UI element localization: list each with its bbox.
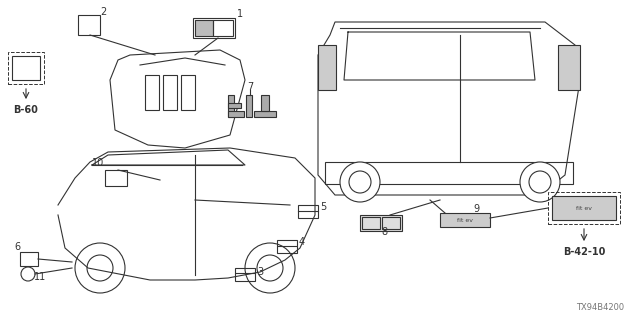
Text: 4: 4 — [299, 237, 305, 247]
Bar — [78, 15, 100, 35]
Text: 11: 11 — [34, 272, 46, 282]
Bar — [360, 215, 402, 231]
Bar — [228, 111, 244, 117]
Text: 10: 10 — [92, 158, 104, 168]
Circle shape — [520, 162, 560, 202]
Circle shape — [21, 267, 35, 281]
Text: 5: 5 — [320, 202, 326, 212]
Circle shape — [257, 255, 283, 281]
Text: B-60: B-60 — [13, 105, 38, 115]
Bar — [193, 18, 235, 38]
Text: TX94B4200: TX94B4200 — [576, 303, 624, 313]
Bar — [235, 268, 255, 281]
Bar — [228, 95, 234, 117]
Bar — [325, 162, 573, 184]
Bar — [105, 170, 127, 186]
Bar — [552, 196, 616, 220]
Circle shape — [349, 171, 371, 193]
Bar — [362, 217, 380, 229]
Text: 3: 3 — [257, 267, 263, 277]
Bar — [298, 205, 318, 218]
Text: 9: 9 — [473, 204, 479, 214]
Circle shape — [340, 162, 380, 202]
Bar — [254, 111, 276, 117]
Bar — [20, 252, 38, 266]
Bar — [382, 217, 400, 229]
Bar — [195, 20, 213, 36]
Bar — [228, 103, 241, 108]
Circle shape — [529, 171, 551, 193]
Text: 8: 8 — [381, 227, 387, 237]
Text: 6: 6 — [14, 242, 20, 252]
Bar — [8, 52, 44, 84]
Text: 2: 2 — [100, 7, 106, 17]
Bar — [558, 45, 580, 90]
Bar — [145, 75, 159, 110]
Circle shape — [245, 243, 295, 293]
Bar — [181, 75, 195, 110]
Text: 1: 1 — [237, 9, 243, 19]
Text: fit ev: fit ev — [576, 205, 592, 211]
Bar — [548, 192, 620, 224]
Bar — [440, 213, 490, 227]
Bar — [277, 240, 297, 253]
Text: fit ev: fit ev — [457, 219, 473, 223]
Text: 7: 7 — [247, 82, 253, 92]
Bar — [163, 75, 177, 110]
Circle shape — [75, 243, 125, 293]
Bar — [213, 20, 233, 36]
Bar — [12, 56, 40, 80]
Bar — [261, 95, 269, 111]
Bar — [318, 45, 336, 90]
Circle shape — [87, 255, 113, 281]
Text: B-42-10: B-42-10 — [563, 247, 605, 257]
Bar — [246, 95, 252, 117]
